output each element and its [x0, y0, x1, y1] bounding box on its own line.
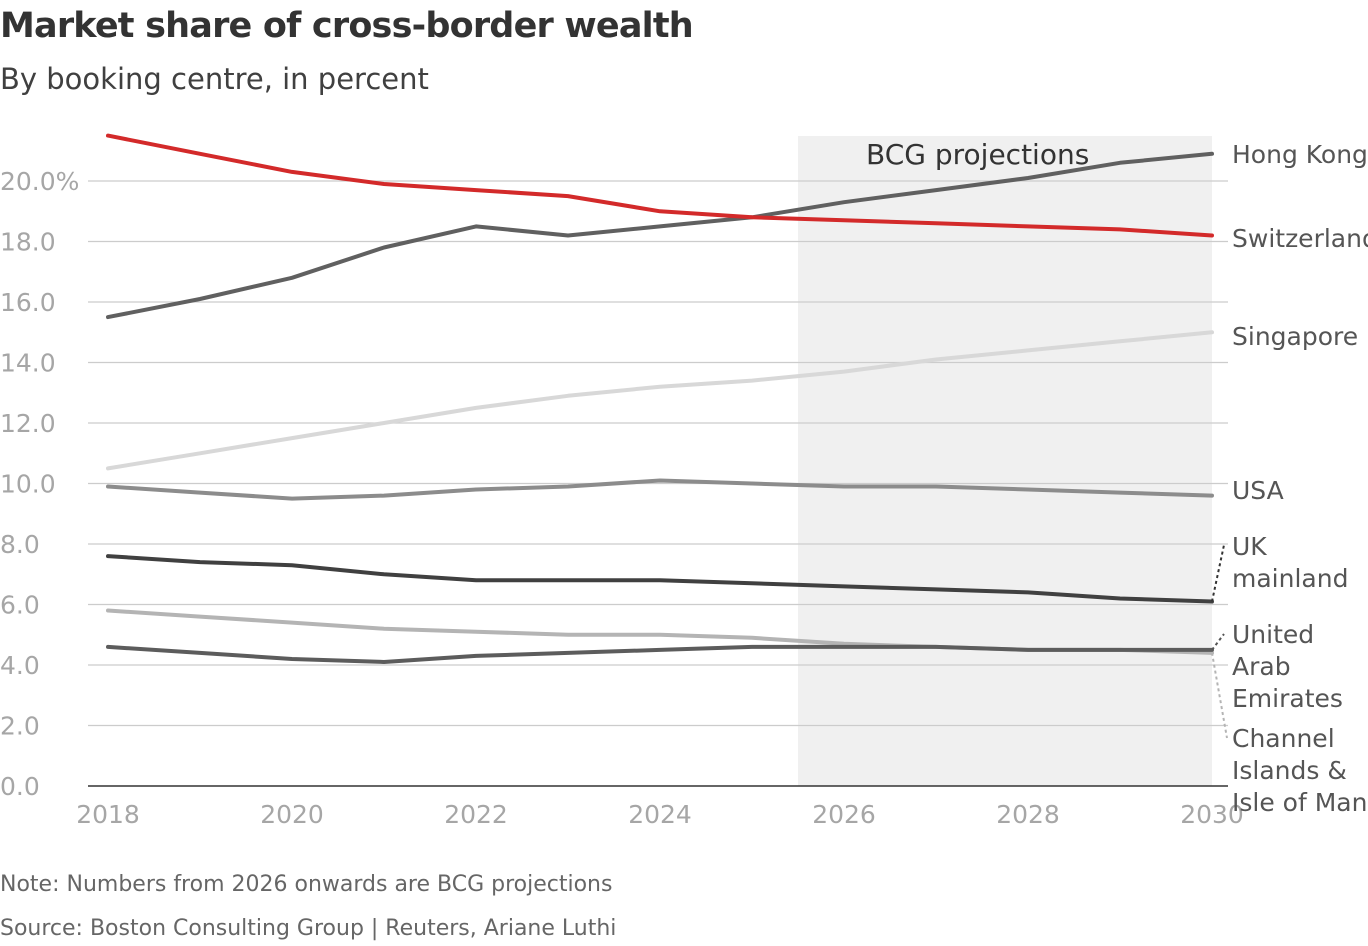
leader-line [1211, 633, 1225, 651]
series-line-hong-kong [106, 151, 1214, 320]
chart-subtitle: By booking centre, in percent [0, 62, 429, 96]
y-tick-label: 6.0 [0, 591, 40, 620]
x-tick-label: 2026 [812, 800, 876, 829]
projection-band [798, 136, 1212, 786]
x-tick-label: 2030 [1180, 800, 1244, 829]
series-label-singapore: Singapore [1232, 322, 1358, 351]
series-label-channel-islands-isle-of-man: Isle of Man [1232, 788, 1367, 817]
y-tick-label: 16.0 [0, 288, 56, 317]
x-tick-label: 2018 [76, 800, 140, 829]
x-tick-label: 2020 [260, 800, 324, 829]
chart-source: Source: Boston Consulting Group | Reuter… [0, 916, 617, 941]
series-label-channel-islands-isle-of-man: Islands & [1232, 756, 1347, 785]
series-line-uk-mainland [106, 554, 1214, 604]
y-tick-label: 18.0 [0, 228, 56, 257]
line-chart: BCG projections 0.0 2.0 4.0 6.0 8.0 10.0 12.0 14… [0, 133, 1368, 829]
y-tick-label: 0.0 [0, 772, 40, 801]
leader-line [1211, 544, 1225, 602]
leader-line [1211, 652, 1228, 739]
x-tick-label: 2022 [444, 800, 508, 829]
y-tick-label: 8.0 [0, 530, 40, 559]
series-label-united-arab-emirates: United [1232, 620, 1314, 649]
series-label-switzerland: Switzerland [1232, 224, 1368, 253]
series-label-uk-mainland: UK [1232, 532, 1267, 561]
series-label-united-arab-emirates: Arab [1232, 652, 1291, 681]
chart-note: Note: Numbers from 2026 onwards are BCG … [0, 872, 613, 897]
y-tick-label: 20.0% [0, 167, 79, 196]
y-tick-label: 14.0 [0, 349, 56, 378]
series-label-channel-islands-isle-of-man: Channel [1232, 724, 1335, 753]
y-tick-label: 10.0 [0, 470, 56, 499]
series-line-united-arab-emirates [106, 644, 1214, 664]
y-tick-label: 4.0 [0, 651, 40, 680]
chart-title: Market share of cross-border wealth [0, 6, 694, 46]
projection-band-label: BCG projections [866, 138, 1089, 171]
series-line-singapore [106, 330, 1214, 471]
series-label-united-arab-emirates: Emirates [1232, 684, 1343, 713]
series-label-uk-mainland: mainland [1232, 564, 1348, 593]
series-label-usa: USA [1232, 476, 1284, 505]
x-tick-label: 2028 [996, 800, 1060, 829]
x-tick-label: 2024 [628, 800, 692, 829]
y-tick-label: 2.0 [0, 712, 40, 741]
y-tick-label: 12.0 [0, 409, 56, 438]
series-label-hong-kong: Hong Kong [1232, 140, 1368, 169]
series-line-switzerland [106, 133, 1214, 238]
series-line-usa [106, 478, 1214, 501]
